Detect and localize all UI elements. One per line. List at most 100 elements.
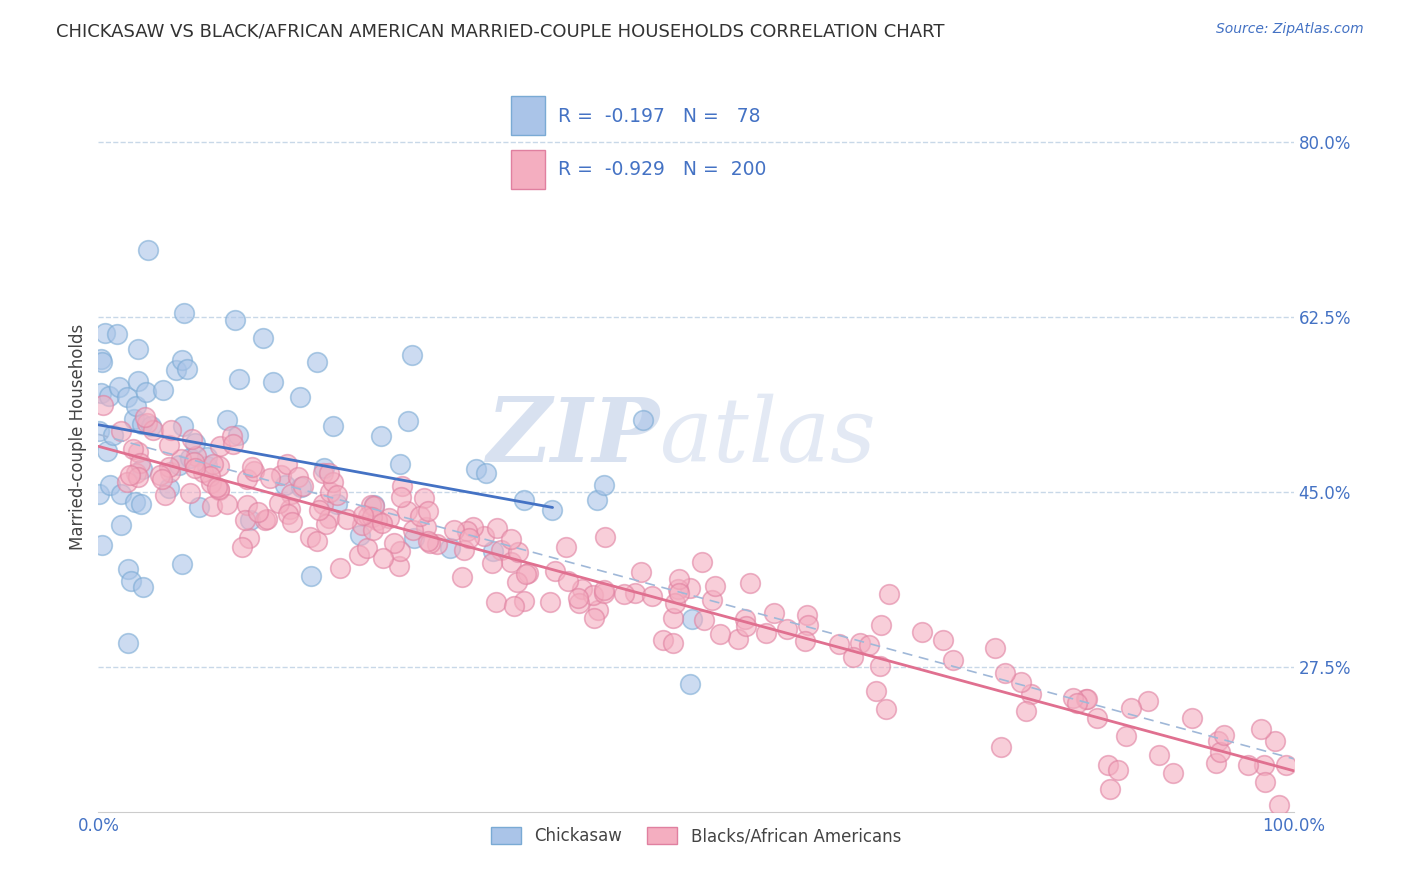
- Point: [91, 354, 114, 368]
- Point: [567, 591, 589, 606]
- Point: [464, 462, 486, 476]
- Point: [131, 497, 153, 511]
- Point: [401, 348, 423, 362]
- Point: [481, 556, 503, 570]
- Point: [1066, 696, 1088, 710]
- Point: [416, 533, 439, 548]
- Point: [170, 452, 193, 467]
- Point: [1121, 701, 1143, 715]
- Point: [179, 486, 201, 500]
- Point: [486, 520, 509, 534]
- Point: [931, 633, 953, 648]
- Point: [117, 636, 139, 650]
- Point: [412, 491, 434, 505]
- Point: [416, 504, 439, 518]
- Point: [1264, 734, 1286, 748]
- Point: [793, 634, 815, 648]
- Point: [361, 509, 384, 524]
- Point: [370, 428, 392, 442]
- Point: [170, 558, 193, 572]
- Point: [613, 587, 636, 601]
- Point: [557, 574, 579, 589]
- Point: [630, 566, 652, 580]
- Point: [662, 636, 685, 650]
- Point: [176, 361, 198, 376]
- Text: atlas: atlas: [661, 393, 876, 481]
- Point: [994, 666, 1017, 681]
- Point: [357, 508, 380, 523]
- Legend: Chickasaw, Blacks/African Americans: Chickasaw, Blacks/African Americans: [484, 821, 908, 852]
- Point: [593, 478, 616, 492]
- Point: [457, 531, 479, 545]
- Point: [879, 586, 901, 600]
- Point: [238, 531, 260, 545]
- Point: [499, 555, 522, 569]
- Point: [668, 586, 690, 600]
- Point: [239, 513, 262, 527]
- Point: [336, 512, 359, 526]
- Point: [541, 503, 564, 517]
- Point: [679, 581, 702, 595]
- Point: [165, 363, 187, 377]
- Point: [582, 588, 605, 602]
- Point: [388, 559, 411, 574]
- Point: [252, 331, 274, 345]
- Y-axis label: Married-couple Households: Married-couple Households: [69, 324, 87, 550]
- Point: [1206, 733, 1229, 747]
- Point: [1181, 711, 1204, 725]
- Point: [124, 495, 146, 509]
- Point: [97, 388, 120, 402]
- Point: [624, 586, 647, 600]
- Point: [472, 529, 495, 543]
- Point: [195, 459, 218, 474]
- Point: [363, 500, 385, 514]
- Point: [202, 458, 225, 472]
- Point: [700, 592, 723, 607]
- Point: [226, 428, 249, 442]
- Point: [318, 467, 340, 481]
- Point: [131, 462, 153, 476]
- Point: [461, 520, 484, 534]
- Point: [208, 483, 231, 497]
- Point: [103, 428, 125, 442]
- Point: [169, 458, 191, 472]
- Point: [267, 496, 290, 510]
- Point: [94, 326, 117, 341]
- Point: [990, 739, 1012, 754]
- Point: [155, 488, 177, 502]
- Point: [183, 455, 205, 469]
- Point: [360, 498, 382, 512]
- Point: [693, 614, 716, 628]
- Point: [198, 469, 221, 483]
- Point: [299, 569, 322, 583]
- Point: [127, 342, 149, 356]
- Point: [157, 481, 180, 495]
- Point: [280, 515, 302, 529]
- Point: [409, 509, 432, 524]
- Point: [312, 461, 335, 475]
- Point: [796, 618, 818, 632]
- Point: [233, 513, 256, 527]
- Point: [195, 450, 218, 464]
- Point: [849, 635, 872, 649]
- Point: [149, 468, 172, 483]
- Point: [136, 416, 159, 430]
- Point: [96, 443, 118, 458]
- Point: [506, 575, 529, 590]
- Point: [319, 484, 342, 499]
- Point: [356, 541, 378, 556]
- Point: [246, 505, 269, 519]
- Point: [402, 523, 425, 537]
- Point: [735, 619, 758, 633]
- Point: [236, 498, 259, 512]
- Point: [586, 603, 609, 617]
- Point: [1085, 711, 1108, 725]
- Point: [858, 638, 880, 652]
- Text: ZIP: ZIP: [486, 394, 661, 480]
- Point: [231, 540, 253, 554]
- Point: [451, 570, 474, 584]
- Point: [703, 579, 725, 593]
- Point: [1275, 757, 1298, 772]
- Point: [322, 475, 344, 490]
- Point: [681, 612, 703, 626]
